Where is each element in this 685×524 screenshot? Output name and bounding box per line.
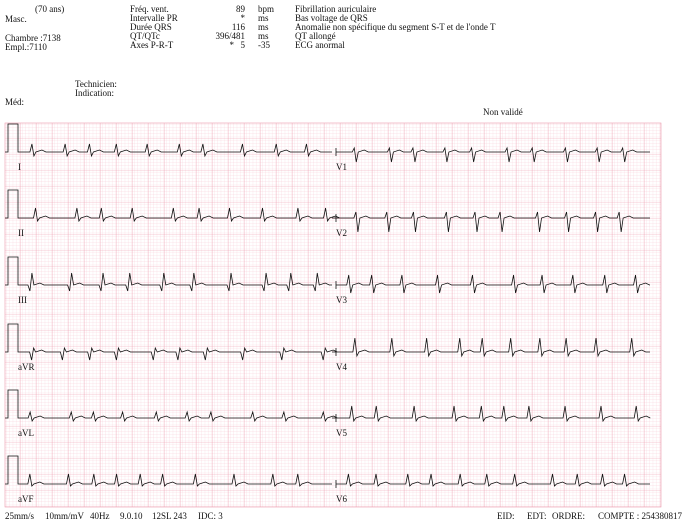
statement: Bas voltage de QRS — [295, 13, 368, 23]
indication: Indication: — [75, 88, 114, 98]
lead-label: aVF — [18, 494, 34, 504]
lead-label: aVL — [18, 428, 34, 438]
lead-label: II — [18, 228, 24, 238]
footer-item: 40Hz — [90, 511, 110, 521]
measure-value: 116 — [232, 22, 246, 32]
ecg-trace — [5, 189, 650, 233]
measure-value: 396/481 — [215, 31, 245, 41]
physician: Méd: — [5, 97, 24, 107]
footer-item: 12SL 243 — [152, 511, 187, 521]
patient-info: (70 ans) Masc. Chambre :7138 Empl.:7110 — [5, 4, 64, 52]
lead-label: V1 — [336, 162, 347, 172]
measure-value: -35 — [258, 40, 270, 50]
location: Empl.:7110 — [5, 42, 47, 52]
statement: Anomalie non spécifique du segment S-T e… — [295, 22, 496, 32]
ecg-trace — [5, 455, 650, 488]
ecg-trace — [5, 389, 651, 423]
lead-label: V2 — [336, 228, 347, 238]
measure-value: 5 — [241, 40, 246, 50]
measure-label: Durée QRS — [130, 22, 172, 32]
footer-item: 10mm/mV — [45, 511, 85, 521]
lead-label: I — [18, 162, 21, 172]
lead-label: V3 — [336, 295, 347, 305]
measure-label: Intervalle PR — [130, 13, 178, 23]
measure-unit: ms — [258, 13, 269, 23]
statement: QT allongé — [295, 31, 336, 41]
interpretation: Fibrillation auriculaire Bas voltage de … — [295, 4, 496, 50]
footer-item: EID: — [497, 511, 515, 521]
statement: ECG anormal — [295, 40, 345, 50]
footer-item: ORDRE: — [552, 511, 585, 521]
measure-value: 89 — [236, 4, 246, 14]
lead-label: V5 — [336, 428, 347, 438]
statement: Fibrillation auriculaire — [295, 4, 376, 14]
measure-label: Axes P-R-T — [130, 40, 174, 50]
footer-item: IDC: 3 — [198, 511, 223, 521]
ecg-trace — [5, 256, 650, 294]
measure-unit: ms — [258, 31, 269, 41]
technician: Technicien: — [75, 79, 117, 89]
measure-value: * — [241, 13, 246, 23]
traces — [5, 123, 651, 488]
footer-item: 25mm/s — [5, 511, 35, 521]
measure-label: Fréq. vent. — [130, 4, 169, 14]
lead-label: V4 — [336, 362, 347, 372]
room: Chambre :7138 — [5, 33, 61, 43]
measure-value: * — [230, 40, 235, 50]
lead-label: V6 — [336, 494, 347, 504]
ecg-trace — [5, 323, 650, 361]
footer-item: 9.0.10 — [120, 511, 143, 521]
ecg-trace — [5, 123, 650, 163]
footer-item: COMPTE : 254380817 — [598, 511, 683, 521]
footer-item: EDT: — [527, 511, 547, 521]
age: (70 ans) — [35, 4, 64, 14]
status: Non validé — [483, 107, 523, 117]
measure-unit: ms — [258, 22, 269, 32]
sex: Masc. — [5, 14, 27, 24]
lead-label: III — [18, 295, 27, 305]
measurements: Fréq. vent. 89 bpm Intervalle PR * ms Du… — [130, 4, 274, 50]
footer: 25mm/s 10mm/mV 40Hz 9.0.10 12SL 243 IDC: 3 EID… — [5, 511, 683, 521]
ecg-grid — [4, 122, 662, 508]
lead-labels: I V1 II V2 III V3 aVR V4 aVL V5 aVF V6 — [18, 162, 347, 504]
lead-label: aVR — [18, 362, 35, 372]
measure-label: QT/QTc — [130, 31, 160, 41]
measure-unit: bpm — [258, 4, 274, 14]
